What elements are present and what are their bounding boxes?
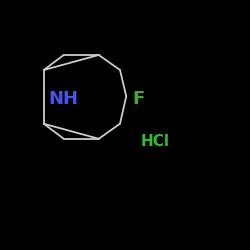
Text: HCl: HCl — [140, 134, 170, 149]
Text: NH: NH — [49, 90, 79, 108]
Text: F: F — [132, 90, 145, 108]
